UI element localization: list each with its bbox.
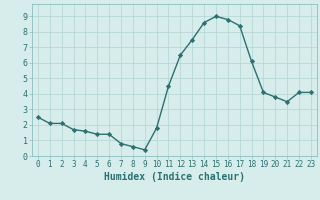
X-axis label: Humidex (Indice chaleur): Humidex (Indice chaleur) [104,172,245,182]
